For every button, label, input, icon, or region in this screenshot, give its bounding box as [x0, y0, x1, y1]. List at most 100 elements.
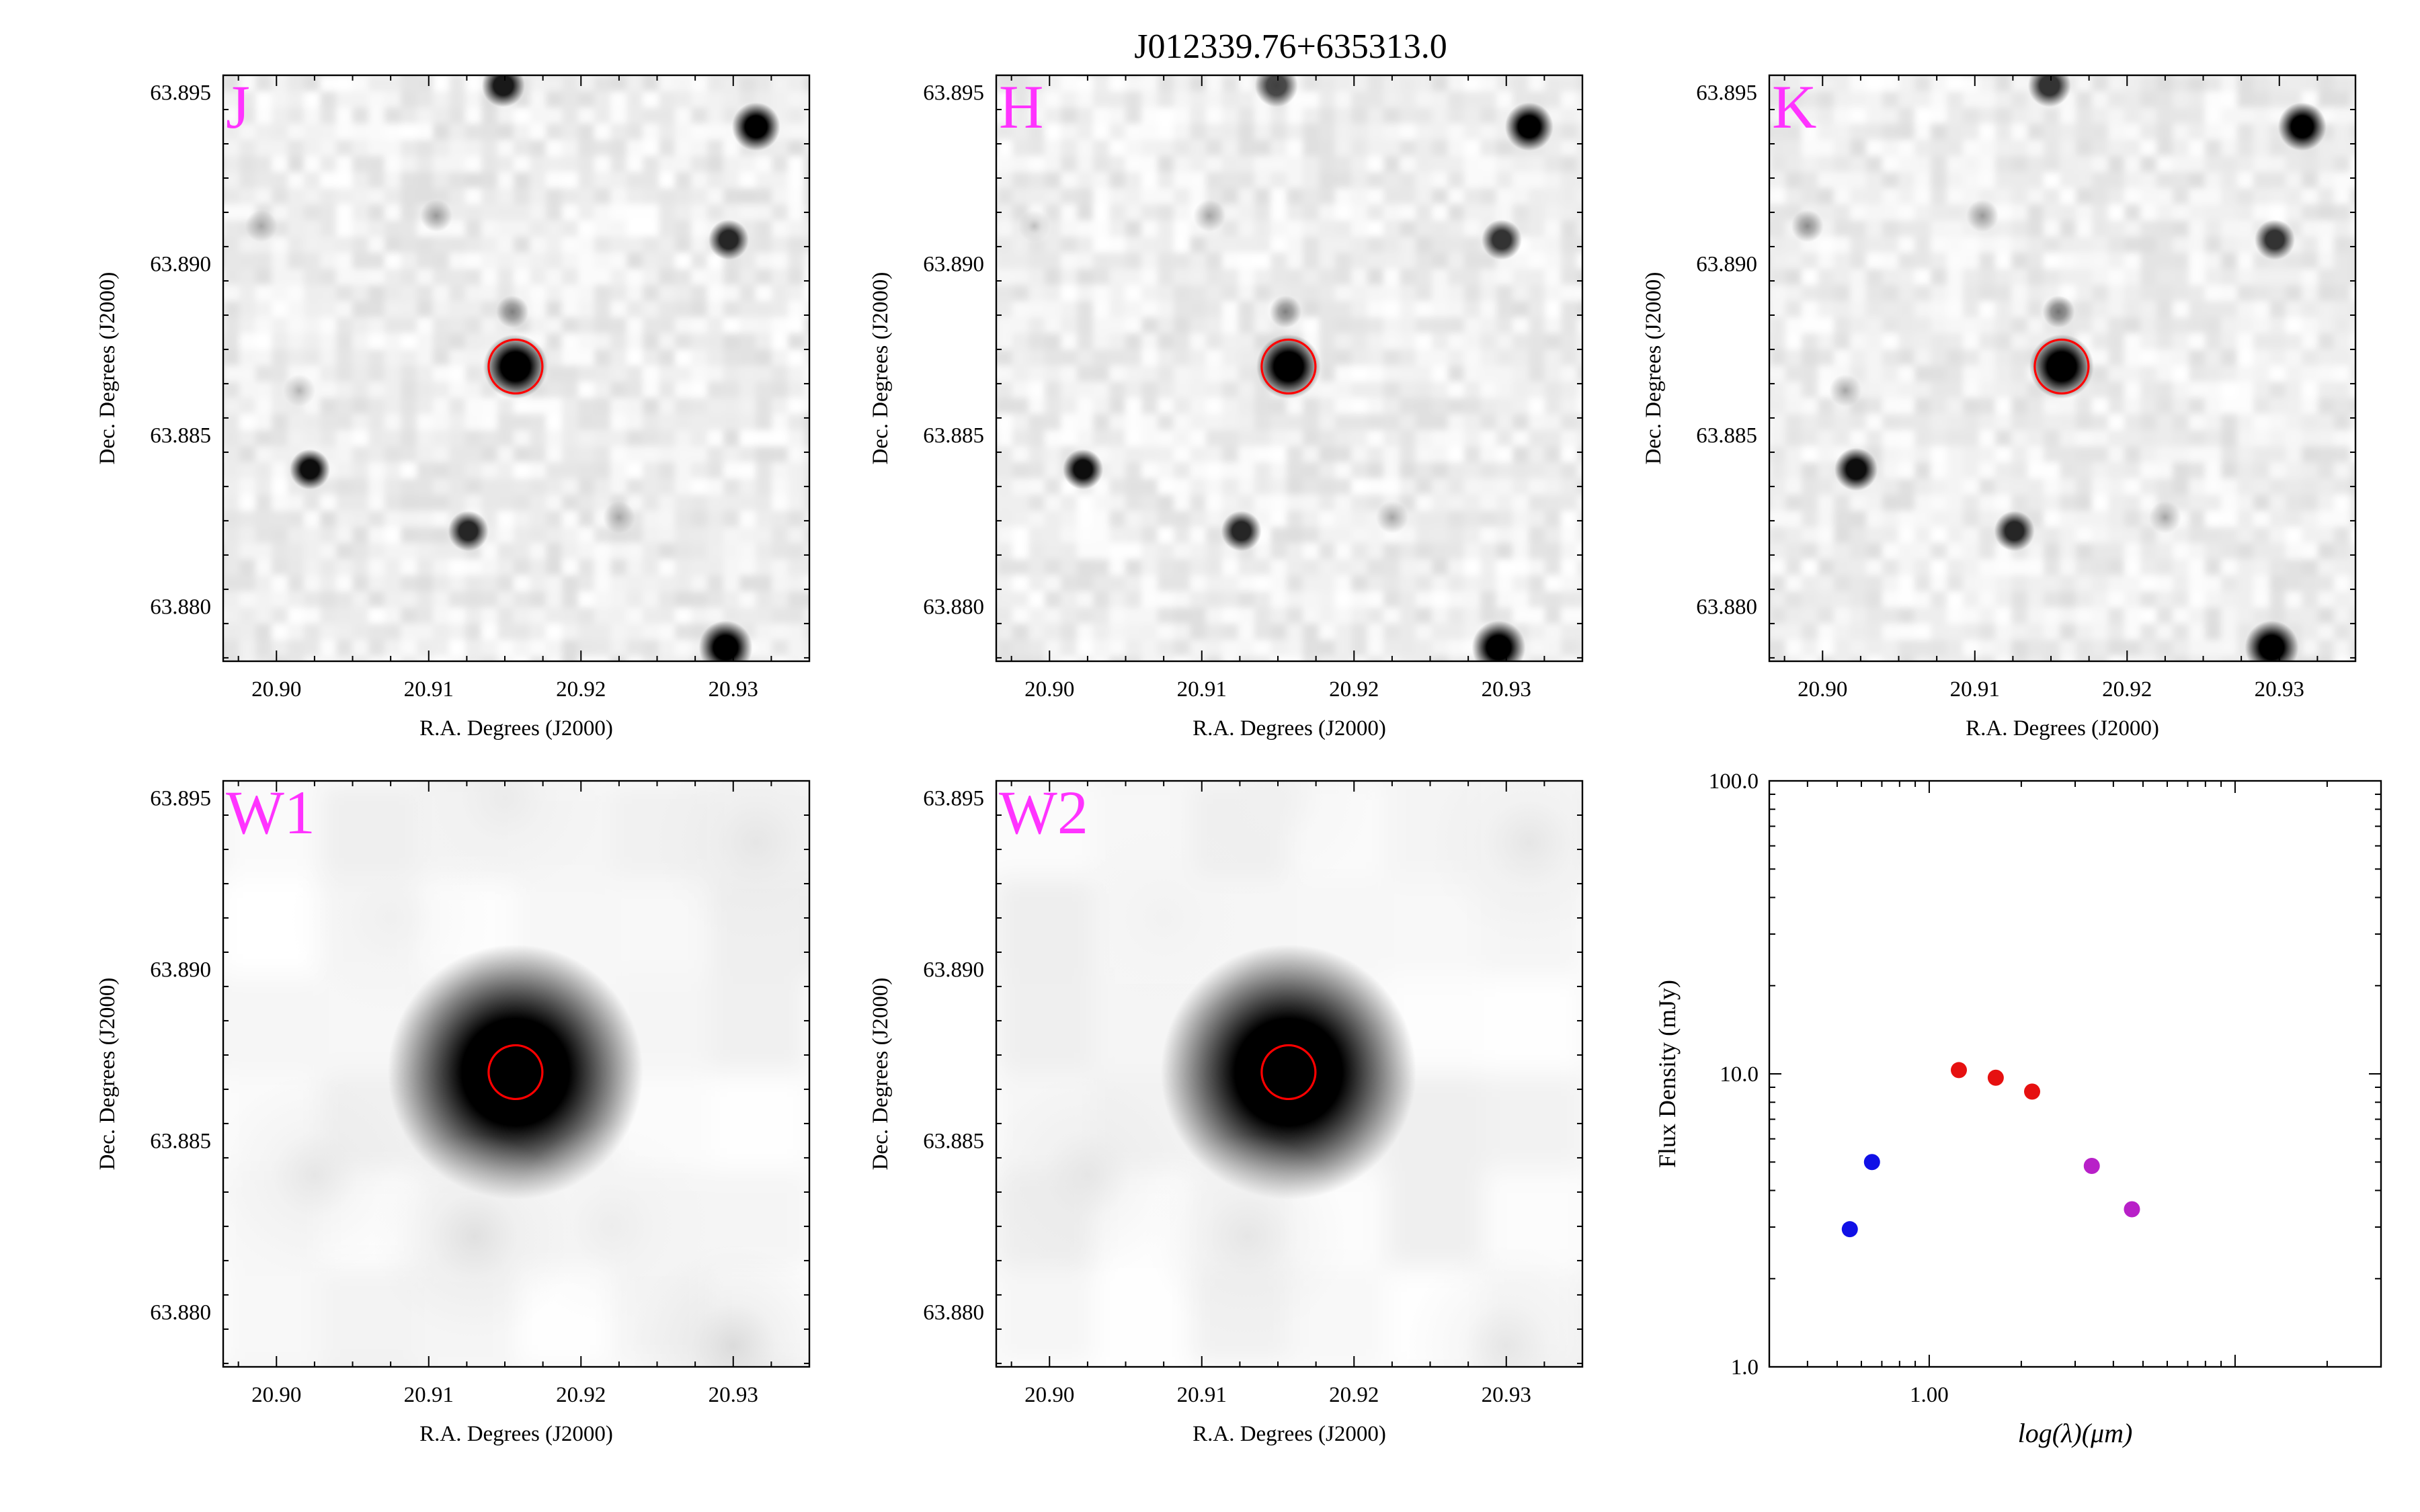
y-tick-label: 63.880: [1696, 595, 1757, 619]
sed-data-point: [1841, 1221, 1858, 1238]
cutout-panel-K: K 20.90 20.91 20.92 20.93 63.895 63.890 63.885 6…: [1642, 73, 2357, 741]
star-source: [1481, 219, 1522, 260]
star-source: [2029, 334, 2094, 399]
star-source: [509, 1124, 714, 1329]
x-tick-label: 20.93: [1482, 677, 1531, 702]
stars: [1791, 75, 2327, 661]
x-axis-title: R.A. Degrees (J2000): [419, 1422, 613, 1446]
band-label: H: [999, 73, 1043, 141]
star-source: [1221, 511, 1262, 552]
stars: [223, 781, 809, 1367]
x-tick-label: 20.92: [1329, 677, 1379, 702]
star-source: [483, 334, 548, 399]
sed-data-point: [1863, 1154, 1880, 1171]
star-source: [1404, 1244, 1582, 1367]
y-tick-label: 63.880: [923, 595, 984, 619]
band-label: J: [226, 73, 250, 141]
y-tick-label: 63.885: [150, 423, 211, 448]
target-aperture: [1260, 1044, 1317, 1101]
sed-x-tick-label: 1.00: [1910, 1383, 1949, 1407]
x-tick-label: 20.91: [404, 677, 454, 702]
star-source: [1994, 511, 2035, 552]
panel-frame: [995, 74, 1584, 663]
x-tick-label: 20.92: [2102, 677, 2152, 702]
star-source: [653, 781, 809, 945]
x-tick-label: 20.93: [709, 677, 758, 702]
sed-y-tick-label: 1.0: [1731, 1355, 1759, 1380]
y-tick-label: 63.895: [923, 81, 984, 105]
cutout-panel-J: J 20.90 20.91 20.92 20.93 63.895 63.890 63.885 6…: [95, 73, 811, 741]
cutout-panel-W2: W2 20.90 20.91 20.92 20.93 63.895 63.890 63.885…: [869, 778, 1584, 1446]
x-tick-label: 20.90: [251, 677, 301, 702]
y-tick-label: 63.895: [150, 81, 211, 105]
x-tick-label: 20.91: [404, 1383, 454, 1407]
y-tick-label: 63.890: [1696, 252, 1757, 276]
target-aperture: [1260, 338, 1317, 395]
sed-y-axis-title: Flux Density (mJy): [1654, 980, 1681, 1168]
x-axis-title: R.A. Degrees (J2000): [1193, 716, 1386, 741]
x-tick-label: 20.91: [1950, 677, 2000, 702]
star-source: [283, 374, 316, 407]
y-tick-label: 63.890: [923, 252, 984, 276]
figure-title: J012339.76+635313.0: [1134, 28, 1447, 66]
star-source: [1966, 200, 1999, 233]
star-source: [1063, 449, 1104, 490]
star-source: [290, 449, 331, 490]
y-tick-label: 63.895: [1696, 81, 1757, 105]
cutout-image: [996, 75, 1582, 661]
star-source: [1471, 620, 1526, 661]
y-tick-label: 63.890: [923, 958, 984, 982]
y-tick-label: 63.890: [150, 252, 211, 276]
cutout-image: [996, 781, 1582, 1367]
star-source: [1018, 210, 1051, 243]
band-label: W2: [999, 778, 1088, 847]
star-source: [996, 1073, 1190, 1277]
y-axis-title: Dec. Degrees (J2000): [869, 978, 893, 1171]
image-noise: [1769, 75, 2355, 661]
x-tick-label: 20.93: [709, 1383, 758, 1407]
x-tick-label: 20.90: [251, 1383, 301, 1407]
y-tick-label: 63.885: [923, 1129, 984, 1153]
panel-frame: [222, 74, 811, 663]
star-source: [1426, 781, 1582, 945]
x-tick-label: 20.92: [1329, 1383, 1379, 1407]
y-axis-title: Dec. Degrees (J2000): [95, 978, 120, 1171]
panel-frame: [222, 780, 811, 1368]
sed-data-point: [2083, 1158, 2100, 1175]
cutout-image: [223, 75, 809, 661]
star-source: [1160, 944, 1416, 1200]
y-tick-label: 63.895: [150, 786, 211, 810]
star-source: [1375, 501, 1408, 534]
cutout-panel-H: H 20.90 20.91 20.92 20.93 63.895 63.890 63.885 6…: [869, 73, 1584, 741]
band-label: K: [1772, 73, 1816, 141]
cutout-image: [1769, 75, 2355, 661]
x-tick-label: 20.92: [556, 1383, 606, 1407]
star-source: [1145, 1134, 1350, 1339]
star-source: [288, 815, 493, 1020]
star-source: [2027, 75, 2071, 108]
stars: [245, 75, 780, 661]
star-source: [1829, 374, 1862, 407]
star-source: [2042, 295, 2075, 328]
x-tick-label: 20.91: [1177, 677, 1227, 702]
star-source: [2148, 501, 2181, 534]
star-source: [1254, 75, 1298, 108]
x-tick-label: 20.90: [1024, 1383, 1074, 1407]
sed-y-tick-label: 100.0: [1709, 769, 1759, 794]
y-tick-label: 63.880: [923, 1300, 984, 1325]
x-axis-title: R.A. Degrees (J2000): [1193, 1422, 1386, 1446]
image-noise: [996, 75, 1582, 661]
star-source: [708, 219, 749, 260]
y-tick-label: 63.880: [150, 1300, 211, 1325]
x-tick-label: 20.92: [556, 677, 606, 702]
sed-data-point: [2023, 1083, 2040, 1100]
y-tick-label: 63.885: [150, 1129, 211, 1153]
x-tick-label: 20.93: [1482, 1383, 1531, 1407]
star-source: [223, 1073, 417, 1277]
cutout-panels: J 20.90 20.91 20.92 20.93 63.895 63.890 63.885 6…: [95, 73, 2357, 1446]
target-aperture: [487, 1044, 544, 1101]
target-aperture: [487, 338, 544, 395]
star-source: [481, 75, 525, 108]
sed-data-point: [1951, 1062, 1968, 1079]
y-axis-title: Dec. Degrees (J2000): [869, 272, 893, 465]
